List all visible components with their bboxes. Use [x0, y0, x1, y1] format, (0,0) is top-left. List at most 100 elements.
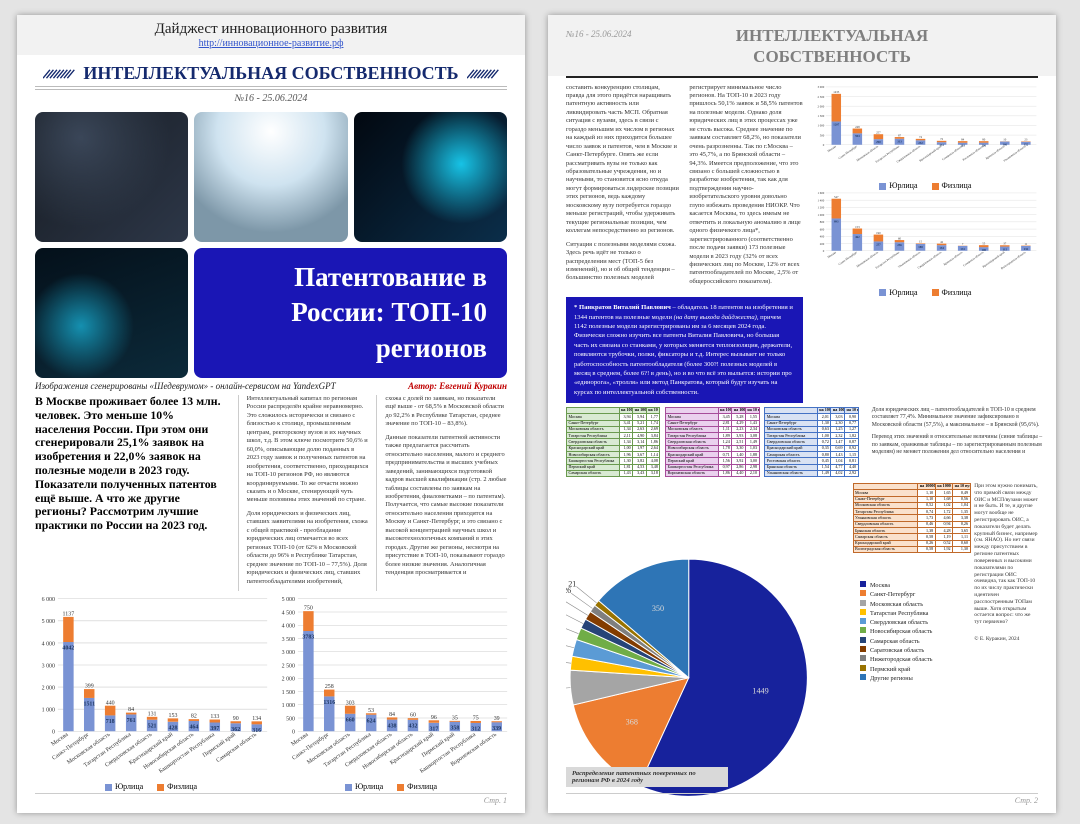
svg-text:1 000: 1 000 [282, 703, 295, 709]
svg-text:10: 10 [1003, 137, 1007, 141]
svg-text:2 000: 2 000 [817, 104, 824, 108]
svg-text:21: 21 [568, 579, 576, 588]
svg-text:500: 500 [819, 133, 824, 137]
svg-text:2 000: 2 000 [282, 677, 295, 683]
svg-text:0: 0 [822, 142, 824, 146]
svg-text:313: 313 [897, 139, 902, 143]
svg-text:464: 464 [189, 725, 198, 731]
svg-text:4 000: 4 000 [282, 624, 295, 630]
svg-text:131: 131 [148, 711, 157, 717]
svg-text:35: 35 [452, 715, 458, 721]
svg-text:258: 258 [325, 684, 334, 690]
svg-text:1 200: 1 200 [817, 206, 824, 210]
svg-text:339: 339 [492, 726, 501, 732]
svg-text:1 400: 1 400 [817, 198, 824, 202]
svg-text:350: 350 [652, 604, 664, 613]
svg-text:1207: 1207 [833, 122, 840, 126]
svg-text:399: 399 [85, 684, 94, 690]
svg-text:1316: 1316 [323, 700, 335, 706]
svg-text:90: 90 [233, 716, 239, 722]
svg-text:0: 0 [292, 730, 295, 736]
svg-text:368: 368 [626, 717, 638, 726]
svg-text:60: 60 [410, 713, 416, 719]
svg-text:761: 761 [127, 718, 136, 724]
svg-text:257: 257 [876, 130, 881, 134]
svg-text:132: 132 [1023, 247, 1028, 251]
svg-text:6 000: 6 000 [42, 597, 55, 603]
svg-text:153: 153 [169, 713, 178, 719]
svg-text:800: 800 [819, 220, 824, 224]
svg-text:55: 55 [982, 242, 986, 246]
svg-text:462: 462 [855, 235, 860, 239]
svg-text:Самарская область: Самарская область [941, 143, 964, 160]
svg-text:75: 75 [473, 715, 479, 721]
svg-text:1 500: 1 500 [282, 690, 295, 696]
svg-text:432: 432 [409, 723, 418, 729]
svg-text:624: 624 [367, 718, 376, 724]
svg-text:Москва: Москва [826, 250, 837, 259]
svg-text:72: 72 [940, 137, 944, 141]
svg-text:84: 84 [389, 712, 395, 718]
svg-text:153: 153 [855, 225, 860, 229]
svg-text:4 000: 4 000 [42, 641, 55, 647]
svg-text:1511: 1511 [84, 701, 96, 707]
svg-text:2 500: 2 500 [817, 94, 824, 98]
svg-text:15: 15 [919, 240, 923, 244]
svg-text:154: 154 [939, 246, 944, 250]
svg-text:11: 11 [1024, 242, 1027, 246]
svg-text:1449: 1449 [752, 686, 768, 695]
svg-text:74: 74 [919, 135, 923, 139]
svg-text:Самарская область: Самарская область [962, 250, 985, 267]
svg-text:3783: 3783 [302, 635, 314, 641]
svg-text:82: 82 [191, 714, 197, 720]
svg-text:96: 96 [431, 715, 437, 721]
svg-text:303: 303 [346, 700, 355, 706]
svg-text:Ульяновская область: Ульяновская область [1002, 143, 1027, 162]
svg-text:7: 7 [962, 242, 964, 246]
svg-text:5 000: 5 000 [282, 597, 295, 603]
svg-text:4042: 4042 [62, 646, 74, 652]
svg-text:718: 718 [106, 719, 115, 725]
svg-text:600: 600 [819, 227, 824, 231]
svg-text:53: 53 [368, 708, 374, 714]
svg-text:190: 190 [876, 231, 881, 235]
svg-text:358: 358 [450, 725, 459, 731]
svg-text:248: 248 [855, 124, 860, 128]
svg-text:Брянская область: Брянская область [942, 250, 963, 266]
svg-text:594: 594 [855, 134, 860, 138]
svg-text:134: 134 [252, 716, 261, 722]
svg-text:133: 133 [210, 714, 219, 720]
svg-text:Краснодарский край: Краснодарский край [918, 144, 942, 163]
svg-text:80: 80 [982, 137, 986, 141]
svg-text:84: 84 [128, 707, 134, 713]
svg-text:547: 547 [834, 195, 839, 199]
svg-text:0: 0 [822, 249, 824, 253]
svg-text:Санкт-Петербург: Санкт-Петербург [837, 250, 858, 266]
svg-text:500: 500 [286, 716, 295, 722]
svg-text:1 000: 1 000 [42, 708, 55, 714]
svg-text:23: 23 [1024, 137, 1028, 141]
svg-text:521: 521 [148, 723, 157, 729]
svg-text:2 500: 2 500 [282, 663, 295, 669]
svg-text:0: 0 [52, 730, 55, 736]
svg-text:60: 60 [898, 236, 902, 240]
svg-text:438: 438 [388, 723, 397, 729]
svg-text:400: 400 [819, 235, 824, 239]
svg-text:428: 428 [169, 725, 178, 731]
svg-text:1 500: 1 500 [817, 114, 824, 118]
svg-text:236: 236 [897, 243, 902, 247]
svg-text:4 500: 4 500 [282, 610, 295, 616]
svg-text:3 000: 3 000 [282, 650, 295, 656]
svg-text:1 600: 1 600 [817, 191, 824, 195]
svg-text:Брянская область: Брянская область [984, 143, 1005, 159]
svg-text:660: 660 [346, 717, 355, 723]
svg-text:1 000: 1 000 [817, 213, 824, 217]
svg-text:440: 440 [106, 700, 115, 706]
svg-text:39: 39 [494, 716, 500, 722]
svg-text:3 000: 3 000 [817, 85, 824, 89]
svg-text:893: 893 [834, 220, 839, 224]
svg-text:42: 42 [940, 240, 944, 244]
svg-text:1435: 1435 [833, 90, 840, 94]
svg-text:5 000: 5 000 [42, 619, 55, 625]
svg-text:87: 87 [898, 133, 902, 137]
